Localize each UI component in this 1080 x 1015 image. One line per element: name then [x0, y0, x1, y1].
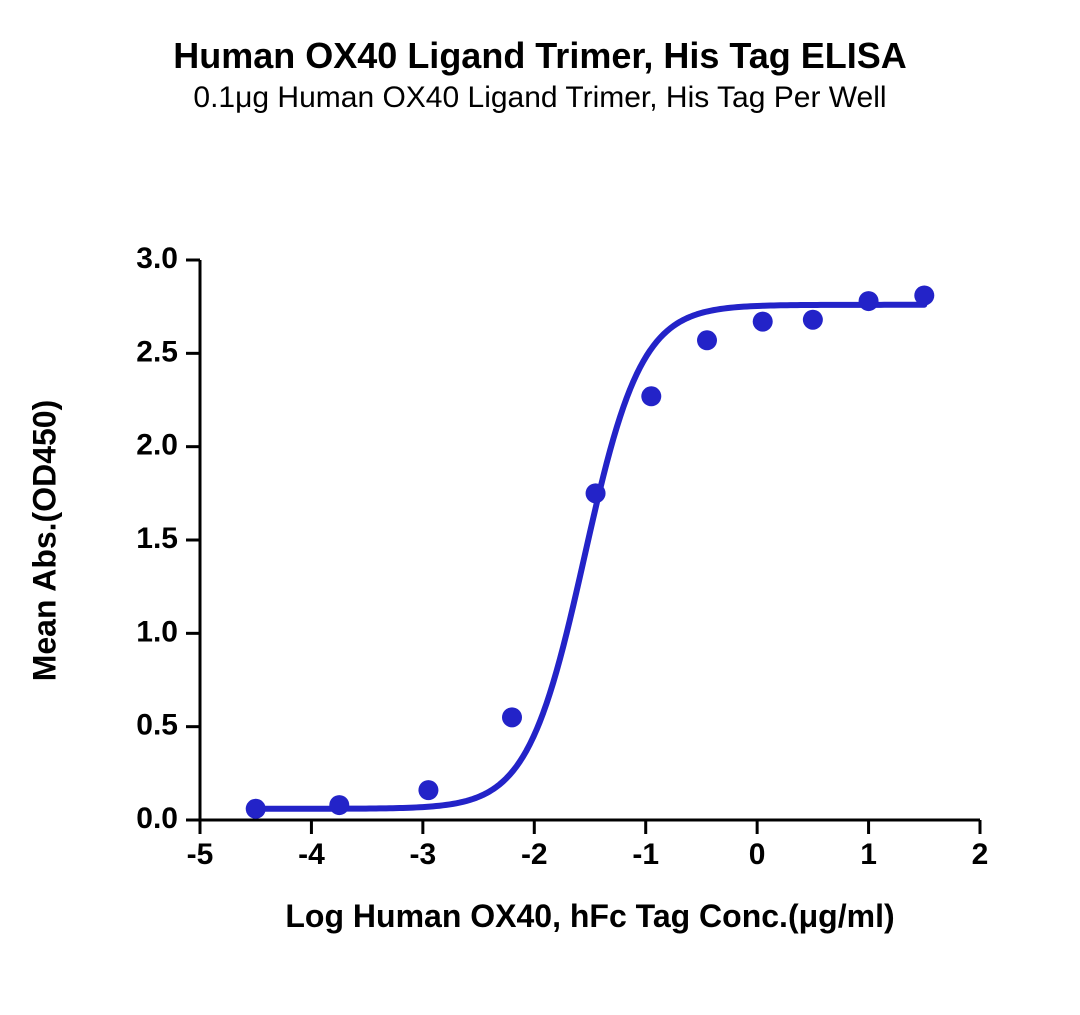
data-point: [914, 285, 934, 305]
data-point: [753, 312, 773, 332]
chart-subtitle: 0.1μg Human OX40 Ligand Trimer, His Tag …: [0, 81, 1080, 115]
y-tick-label: 2.0: [136, 429, 178, 462]
x-axis-label: Log Human OX40, hFc Tag Conc.(μg/ml): [200, 898, 980, 935]
y-tick-label: 1.0: [136, 615, 178, 648]
y-tick-label: 0.0: [136, 802, 178, 835]
data-point: [697, 330, 717, 350]
plot-svg: 0.0 0.5 1.0 1.5 2.0 2.5 3.0 -5 -4 -3 -2 -1 0 1 2: [110, 240, 1000, 890]
data-point: [418, 780, 438, 800]
x-tick-label: -2: [521, 838, 548, 871]
x-tick-label: -3: [410, 838, 437, 871]
y-tick-label: 2.5: [136, 335, 178, 368]
fitted-curve: [256, 305, 925, 809]
x-tick-label: -4: [298, 838, 325, 871]
data-point: [586, 483, 606, 503]
y-tick-label: 3.0: [136, 242, 178, 275]
data-point: [641, 386, 661, 406]
x-tick-label: 0: [749, 838, 766, 871]
y-tick-label: 0.5: [136, 709, 178, 742]
x-tick-label: 2: [972, 838, 989, 871]
x-tick-label: 1: [860, 838, 877, 871]
y-tick-label: 1.5: [136, 522, 178, 555]
data-point: [502, 707, 522, 727]
plot-area: 0.00.51.01.52.02.53.0-5-4-3-2-1012: [200, 260, 980, 820]
chart-title: Human OX40 Ligand Trimer, His Tag ELISA: [0, 35, 1080, 77]
data-point: [246, 799, 266, 819]
x-tick-label: -1: [632, 838, 659, 871]
data-point: [329, 795, 349, 815]
data-point: [803, 310, 823, 330]
chart-titles: Human OX40 Ligand Trimer, His Tag ELISA …: [0, 35, 1080, 115]
y-axis-label: Mean Abs.(OD450): [27, 391, 64, 691]
x-tick-label: -5: [187, 838, 214, 871]
chart-container: Human OX40 Ligand Trimer, His Tag ELISA …: [0, 0, 1080, 1015]
data-point: [859, 291, 879, 311]
